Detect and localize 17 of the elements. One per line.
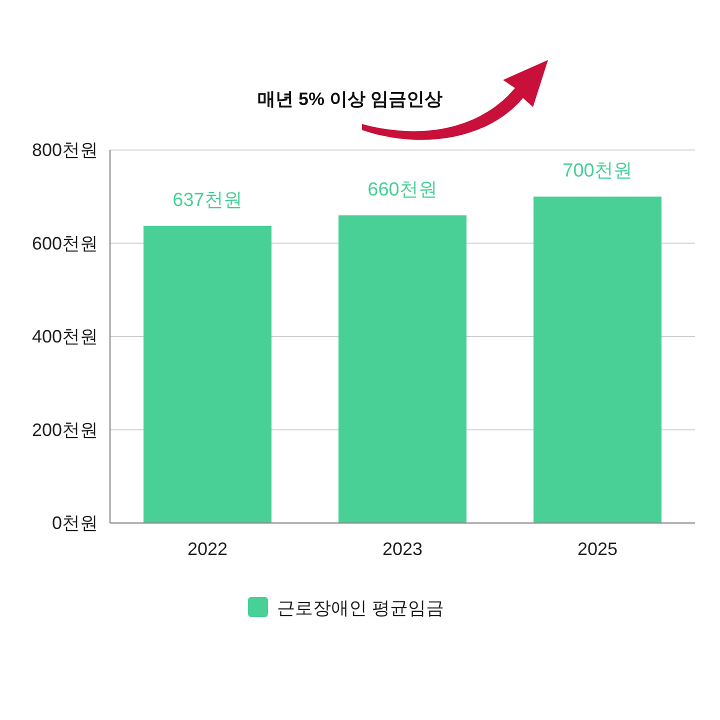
x-tick-label: 2025 [577, 539, 618, 559]
y-tick-label: 800천원 [32, 140, 98, 160]
bar [338, 215, 466, 523]
data-label: 660천원 [368, 179, 438, 200]
y-tick-label: 0천원 [52, 513, 98, 533]
legend-label: 근로장애인 평균임금 [277, 598, 444, 618]
bar [144, 226, 272, 523]
y-tick-label: 400천원 [32, 326, 98, 346]
bar [534, 196, 662, 523]
y-tick-label: 600천원 [32, 233, 98, 254]
data-label: 637천원 [172, 190, 242, 211]
y-tick-label: 200천원 [32, 420, 98, 440]
legend-item: 근로장애인 평균임금 [248, 597, 444, 618]
x-tick-label: 2023 [382, 539, 423, 559]
data-label: 700천원 [562, 160, 632, 182]
text: 매년 5% 이상 임금인상 [257, 89, 443, 109]
x-tick-label: 2022 [187, 539, 228, 559]
